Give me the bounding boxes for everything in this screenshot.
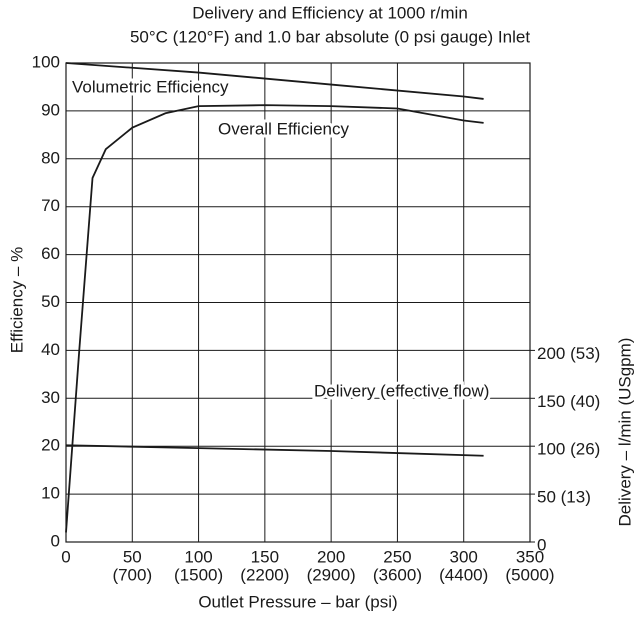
x-tick-label: 50 [123, 547, 142, 566]
x-tick-label: 0 [61, 547, 70, 566]
y-tick-label: 20 [41, 436, 60, 455]
chart-title: Delivery and Efficiency at 1000 r/min [192, 3, 468, 22]
y-tick-label: 10 [41, 484, 60, 503]
series-line [65, 104, 484, 533]
y-tick-label: 30 [41, 388, 60, 407]
series-label: Volumetric Efficiency [72, 77, 229, 96]
y2-tick-label: 100 (26) [537, 440, 600, 459]
y2-tick-label: 0 [537, 535, 546, 554]
y2-tick-label: 150 (40) [537, 392, 600, 411]
y2-tick-label: 200 (53) [537, 344, 600, 363]
series-line [65, 62, 484, 100]
series-line [65, 444, 484, 457]
x-tick-label: 150 [251, 547, 279, 566]
x-tick-label: 100 [184, 547, 212, 566]
y-tick-label: 40 [41, 340, 60, 359]
x-tick-label: 300 [450, 547, 478, 566]
y-tick-label: 70 [41, 196, 60, 215]
x-tick-sublabel: (2900) [307, 565, 356, 584]
x-tick-sublabel: (3600) [373, 565, 422, 584]
x-tick-label: 200 [317, 547, 345, 566]
y2-axis-label: Delivery – l/min (USgpm) [615, 338, 634, 527]
y-tick-label: 80 [41, 148, 60, 167]
y-axis-label: Efficiency – % [7, 247, 26, 353]
y-tick-label: 60 [41, 244, 60, 263]
x-tick-label: 250 [383, 547, 411, 566]
series-label: Delivery (effective flow) [314, 381, 489, 400]
x-tick-label: 350 [516, 547, 544, 566]
series-label: Overall Efficiency [218, 119, 350, 138]
x-tick-sublabel: (700) [112, 565, 152, 584]
chart-subtitle: 50°C (120°F) and 1.0 bar absolute (0 psi… [130, 27, 530, 46]
y-tick-label: 0 [51, 531, 60, 550]
x-tick-sublabel: (5000) [505, 565, 554, 584]
y-tick-label: 100 [32, 52, 60, 71]
plot-frame [65, 62, 531, 543]
y2-tick-label: 50 (13) [537, 488, 591, 507]
x-tick-sublabel: (2200) [240, 565, 289, 584]
x-axis-label: Outlet Pressure – bar (psi) [198, 592, 397, 611]
y-tick-label: 90 [41, 100, 60, 119]
x-tick-sublabel: (4400) [439, 565, 488, 584]
x-tick-sublabel: (1500) [174, 565, 223, 584]
y-tick-label: 50 [41, 292, 60, 311]
